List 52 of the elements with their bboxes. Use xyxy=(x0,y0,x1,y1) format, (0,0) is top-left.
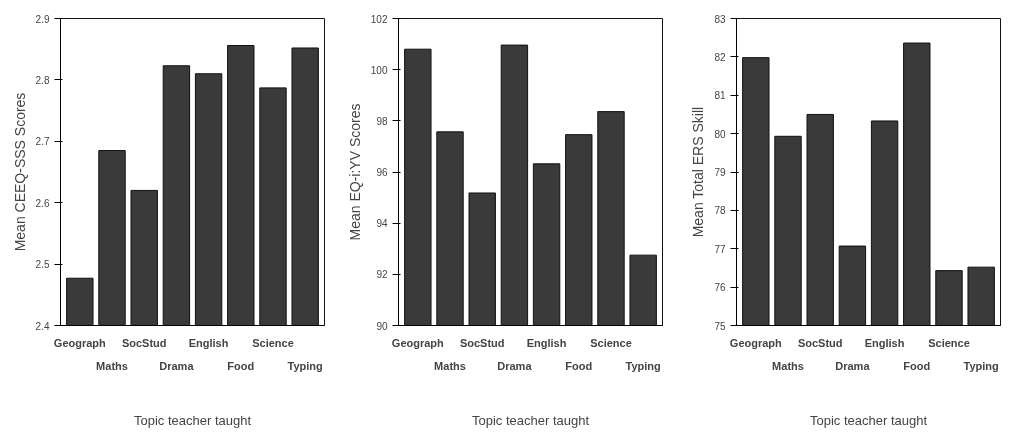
y-tick-label: 2.7 xyxy=(35,136,50,148)
y-tick-label: 98 xyxy=(376,115,388,127)
x-axis-title: Topic teacher taught xyxy=(133,412,252,428)
x-tick-label: SocStud xyxy=(459,336,505,349)
x-tick-label: Geograph xyxy=(391,336,445,349)
y-tick-label: 2.9 xyxy=(35,13,50,25)
y-tick-label: 80 xyxy=(714,128,726,140)
x-tick-label: Typing xyxy=(625,359,661,372)
x-tick-label: Typing xyxy=(287,359,323,372)
x-tick-label: Food xyxy=(565,359,593,372)
x-tick-label: Maths xyxy=(434,359,466,372)
y-tick-label: 2.4 xyxy=(35,320,50,332)
x-tick-label: English xyxy=(864,336,905,349)
y-axis-title: Mean CEEQ-SSS Scores xyxy=(11,92,28,252)
x-tick-label: Maths xyxy=(772,359,804,372)
y-tick-label: 102 xyxy=(370,13,388,25)
y-tick-label: 2.5 xyxy=(35,259,50,271)
x-tick-label: Drama xyxy=(497,359,533,372)
y-axis-title: Mean Total ERS Skill xyxy=(690,106,707,238)
y-tick-label: 100 xyxy=(370,64,388,76)
x-axis-title: Topic teacher taught xyxy=(471,412,590,428)
x-tick-label: Science xyxy=(590,336,632,349)
y-tick-label: 75 xyxy=(714,320,726,332)
x-tick-label: Drama xyxy=(159,359,195,372)
y-tick-label: 83 xyxy=(714,13,726,25)
y-axis-title: Mean EQ-i:YV Scores xyxy=(346,103,363,241)
x-tick-label: Science xyxy=(252,336,294,349)
y-tick-label: 94 xyxy=(376,218,388,230)
y-tick-label: 82 xyxy=(714,51,726,63)
x-tick-label: Food xyxy=(227,359,255,372)
y-tick-label: 81 xyxy=(714,90,726,102)
x-tick-label: Food xyxy=(903,359,931,372)
y-tick-label: 92 xyxy=(376,269,388,281)
x-tick-label: Geograph xyxy=(53,336,107,349)
y-tick-label: 90 xyxy=(376,320,388,332)
y-tick-label: 2.8 xyxy=(35,74,50,86)
x-tick-label: Drama xyxy=(835,359,871,372)
x-tick-label: English xyxy=(526,336,567,349)
y-tick-label: 79 xyxy=(714,167,726,178)
x-tick-label: SocStud xyxy=(121,336,167,349)
y-tick-label: 76 xyxy=(714,282,726,294)
x-tick-label: Science xyxy=(928,336,970,349)
y-tick-label: 78 xyxy=(714,205,726,217)
y-tick-label: 77 xyxy=(714,243,726,255)
x-tick-label: Geograph xyxy=(729,336,783,349)
x-tick-label: SocStud xyxy=(797,336,843,349)
x-tick-label: English xyxy=(188,336,229,349)
x-tick-label: Maths xyxy=(96,359,128,372)
y-tick-label: 96 xyxy=(376,167,388,178)
x-axis-title: Topic teacher taught xyxy=(809,412,928,428)
y-tick-label: 2.6 xyxy=(35,197,50,209)
x-tick-label: Typing xyxy=(963,359,999,372)
